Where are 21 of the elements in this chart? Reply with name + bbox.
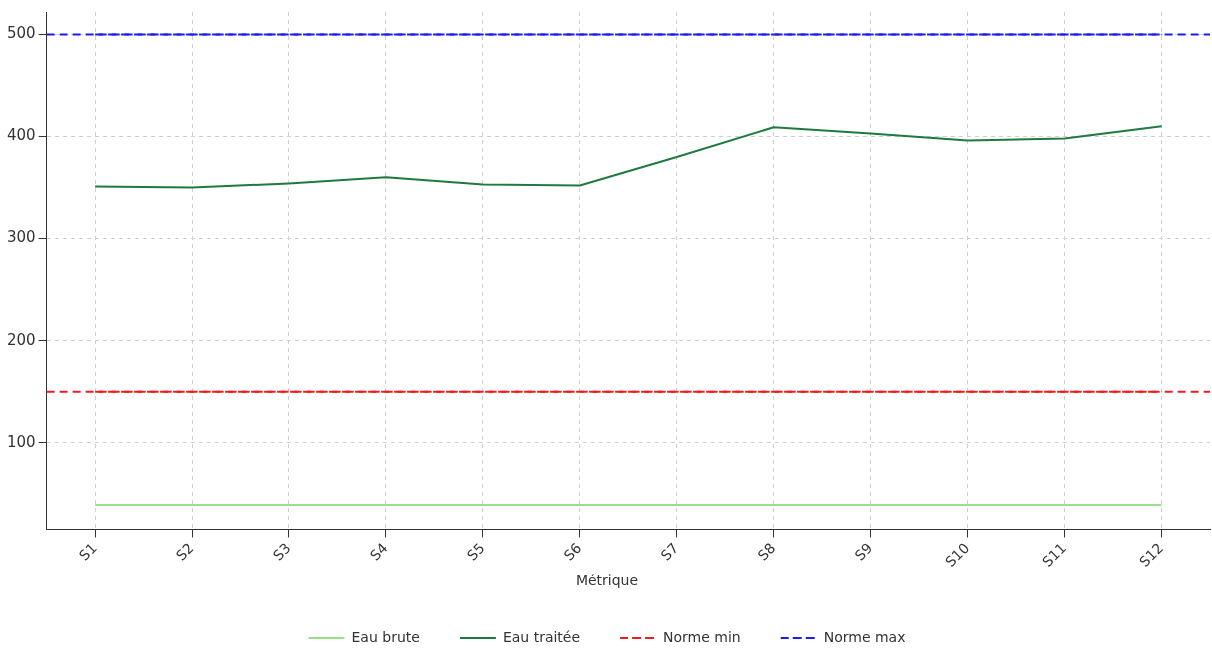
x-tick-label: S5 (463, 539, 488, 564)
x-tick-label: S12 (1136, 539, 1167, 570)
legend-label: Norme min (663, 628, 741, 645)
x-tick-label: S9 (851, 539, 876, 564)
legend-title: Métrique (575, 571, 639, 588)
legend-label: Norme max (823, 628, 906, 645)
x-tick-label: S4 (366, 539, 391, 564)
x-tick-label: S3 (269, 539, 294, 564)
legend-label: Eau brute (351, 628, 420, 645)
x-tick-label: S11 (1039, 539, 1070, 570)
y-tick-label: 400 (6, 126, 36, 145)
x-tick-label: S7 (657, 539, 682, 564)
y-tick-label: 100 (6, 432, 36, 451)
legend-label: Eau traitée (502, 628, 581, 645)
y-tick-label: 500 (6, 24, 36, 43)
y-tick-label: 300 (6, 228, 36, 247)
x-tick-label: S8 (754, 539, 779, 564)
x-tick-label: S1 (75, 539, 100, 564)
x-tick-label: S2 (172, 539, 197, 564)
x-tick-label: S6 (560, 539, 585, 564)
y-tick-label: 200 (6, 330, 36, 349)
